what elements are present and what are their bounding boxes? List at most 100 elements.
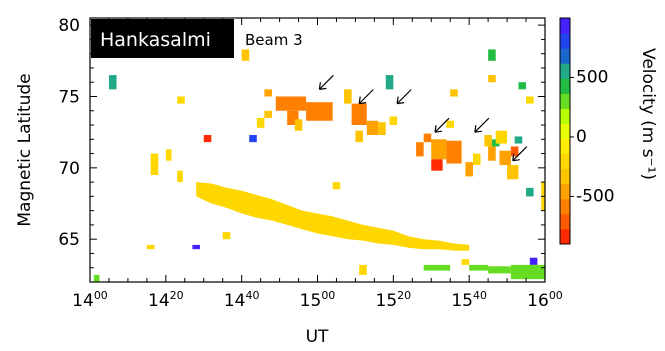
arrow-shaft [512, 146, 528, 162]
data-cell [150, 153, 159, 175]
colorbar-swatch [560, 123, 570, 140]
data-cell [510, 146, 519, 157]
data-cell [177, 170, 183, 183]
data-cell [446, 140, 462, 164]
data-cell [249, 135, 257, 143]
colorbar-swatch [560, 108, 570, 124]
x-tick-label: 1440 [224, 289, 260, 311]
data-cell [446, 120, 454, 128]
site-label: Hankasalmi [100, 29, 211, 51]
data-cell [275, 96, 307, 111]
data-cell [294, 119, 303, 131]
arrow-mark [512, 146, 528, 162]
arrow-shaft [358, 89, 374, 105]
colorbar: 500 0 -500 [559, 17, 615, 245]
data-cell [146, 244, 155, 250]
data-cell [465, 162, 473, 177]
colorbar-tick-label: 0 [576, 127, 587, 147]
data-cell [472, 153, 481, 165]
arrow-annotations [318, 74, 528, 162]
data-cell [526, 96, 534, 104]
data-cell [378, 122, 386, 136]
x-tick-label: 1520 [376, 289, 412, 311]
data-cell [529, 257, 538, 265]
data-cell [423, 264, 451, 271]
data-cell [177, 96, 185, 104]
arrow-mark [358, 89, 374, 105]
data-cell [264, 89, 272, 97]
colorbar-swatch [560, 198, 570, 215]
colorbar-swatch [560, 228, 570, 245]
arrow-head [318, 82, 327, 90]
data-cell [256, 117, 265, 128]
arrow-head [358, 96, 367, 105]
x-tick-label: 1600 [527, 289, 563, 311]
x-tick-label: 1540 [451, 289, 487, 311]
y-tick-label: 80 [58, 16, 80, 36]
x-tick-label: 1420 [148, 289, 184, 311]
velocity-band [196, 182, 470, 251]
arrow-shaft [318, 74, 334, 90]
data-cell [507, 164, 519, 180]
y-tick-label: 75 [58, 87, 80, 107]
colorbar-swatch [560, 183, 570, 200]
data-cell [526, 187, 534, 197]
arrow-mark [318, 74, 334, 90]
data-cell [461, 259, 470, 265]
arrow-shaft [434, 117, 450, 133]
colorbar-swatch [560, 168, 570, 185]
colorbar-swatch [560, 93, 570, 109]
data-cell [469, 264, 489, 271]
site-label-bg [91, 19, 234, 58]
colorbar-swatch [560, 63, 570, 79]
arrow-mark [434, 117, 450, 133]
data-cell [518, 82, 527, 90]
arrow-shaft [474, 117, 490, 133]
arrow-head [396, 96, 405, 105]
data-cell [484, 135, 492, 147]
data-cell [332, 182, 341, 190]
arrow-head [512, 153, 520, 162]
data-cell [450, 89, 458, 97]
data-cell [165, 149, 172, 161]
data-cell [488, 146, 496, 161]
data-cell [495, 130, 508, 144]
colorbar-swatch [560, 48, 570, 64]
axis-ticks: 1400 1420 1440 1500 1520 1540 1600 65 70 75 80 [58, 16, 562, 311]
data-cell [241, 49, 250, 61]
data-cell [287, 110, 299, 126]
x-axis-label: UT [306, 327, 329, 347]
beam-label: Beam 3 [245, 31, 303, 49]
colorbar-swatch [560, 138, 570, 155]
data-cell [344, 89, 352, 104]
data-cell [499, 150, 511, 165]
y-tick-label: 70 [58, 159, 80, 179]
data-cell [416, 142, 424, 157]
arrow-head [434, 125, 443, 133]
data-cell [351, 103, 367, 126]
data-cell [389, 116, 398, 126]
data-cell [93, 274, 100, 282]
y-axis-label: Magnetic Latitude [15, 73, 35, 226]
data-cell [510, 264, 545, 280]
colorbar-frame [559, 17, 571, 245]
data-cell [488, 266, 511, 274]
colorbar-tick-label: 500 [576, 67, 608, 87]
data-cell [203, 135, 212, 143]
colorbar-swatch [560, 153, 570, 170]
data-cell [385, 75, 394, 90]
arrow-mark [474, 117, 490, 133]
data-cell [192, 244, 200, 250]
data-cell [431, 159, 443, 171]
x-tick-label: 1400 [72, 289, 108, 311]
arrow-head [474, 125, 482, 133]
arrow-mark [396, 89, 412, 105]
data-cell [306, 102, 333, 121]
data-cell [491, 139, 500, 147]
colorbar-swatch [560, 213, 570, 230]
data-cell [355, 130, 363, 143]
y-tick-label: 65 [58, 230, 80, 250]
data-cell [514, 136, 523, 144]
data-cell [366, 120, 379, 136]
